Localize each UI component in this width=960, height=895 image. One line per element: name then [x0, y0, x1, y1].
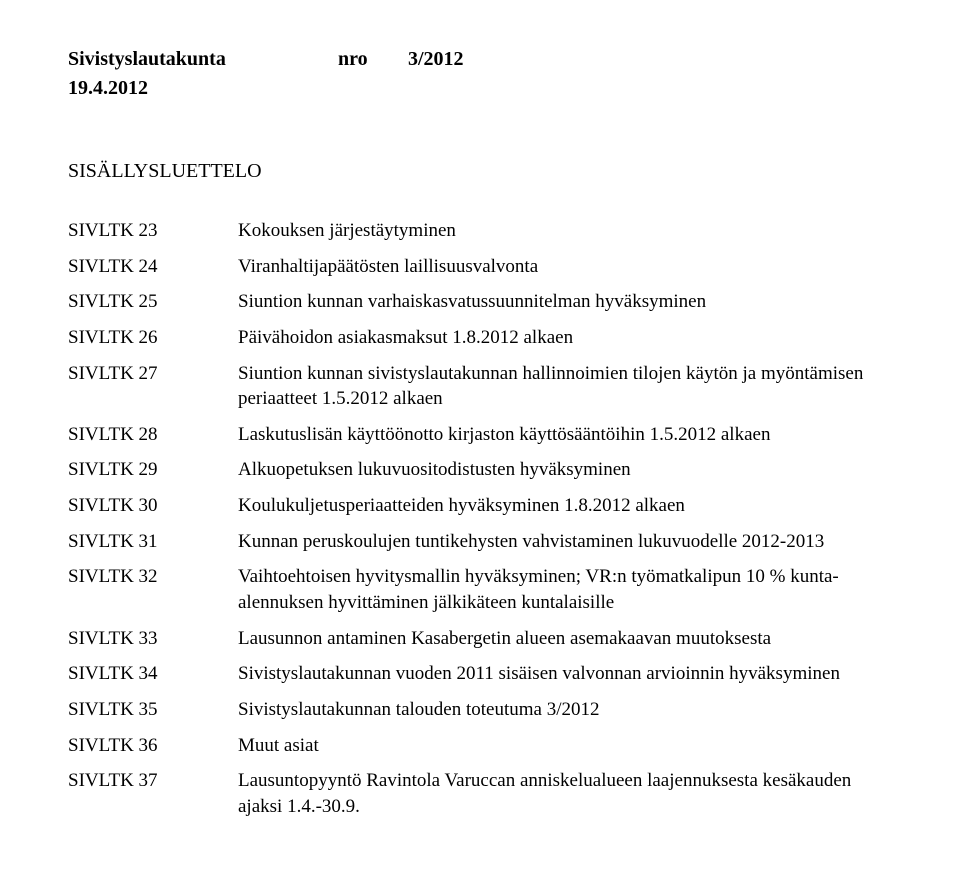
- toc-item-key: SIVLTK 29: [68, 452, 238, 488]
- toc-item-key: SIVLTK 23: [68, 213, 238, 249]
- toc-row: SIVLTK 27Siuntion kunnan sivistyslautaku…: [68, 356, 892, 417]
- toc-item-text: Siuntion kunnan varhaiskasvatussuunnitel…: [238, 284, 892, 320]
- toc-row: SIVLTK 28Laskutuslisän käyttöönotto kirj…: [68, 417, 892, 453]
- toc-row: SIVLTK 31Kunnan peruskoulujen tuntikehys…: [68, 524, 892, 560]
- toc-item-key: SIVLTK 26: [68, 320, 238, 356]
- toc-row: SIVLTK 34Sivistyslautakunnan vuoden 2011…: [68, 656, 892, 692]
- toc-item-key: SIVLTK 25: [68, 284, 238, 320]
- toc-row: SIVLTK 29Alkuopetuksen lukuvuositodistus…: [68, 452, 892, 488]
- toc-row: SIVLTK 33Lausunnon antaminen Kasabergeti…: [68, 621, 892, 657]
- toc-item-text: Laskutuslisän käyttöönotto kirjaston käy…: [238, 417, 892, 453]
- toc-item-key: SIVLTK 27: [68, 356, 238, 417]
- toc-title: SISÄLLYSLUETTELO: [68, 160, 892, 183]
- toc-row: SIVLTK 35Sivistyslautakunnan talouden to…: [68, 692, 892, 728]
- toc-item-text: Muut asiat: [238, 728, 892, 764]
- committee-name: Sivistyslautakunta: [68, 48, 338, 71]
- toc-item-text: Koulukuljetusperiaatteiden hyväksyminen …: [238, 488, 892, 524]
- toc-item-text: Lausuntopyyntö Ravintola Varuccan annisk…: [238, 763, 892, 824]
- toc-item-text: Sivistyslautakunnan talouden toteutuma 3…: [238, 692, 892, 728]
- document-header: Sivistyslautakunta nro 3/2012: [68, 48, 892, 71]
- toc-item-key: SIVLTK 24: [68, 249, 238, 285]
- toc-row: SIVLTK 32Vaihtoehtoisen hyvitysmallin hy…: [68, 559, 892, 620]
- toc-item-key: SIVLTK 33: [68, 621, 238, 657]
- nro-value: 3/2012: [408, 48, 464, 71]
- toc-item-key: SIVLTK 37: [68, 763, 238, 824]
- toc-item-text: Viranhaltijapäätösten laillisuusvalvonta: [238, 249, 892, 285]
- toc-row: SIVLTK 37Lausuntopyyntö Ravintola Varucc…: [68, 763, 892, 824]
- toc-table: SIVLTK 23Kokouksen järjestäytyminenSIVLT…: [68, 213, 892, 825]
- toc-row: SIVLTK 24Viranhaltijapäätösten laillisuu…: [68, 249, 892, 285]
- toc-row: SIVLTK 36Muut asiat: [68, 728, 892, 764]
- document-date: 19.4.2012: [68, 77, 892, 100]
- toc-item-text: Alkuopetuksen lukuvuositodistusten hyväk…: [238, 452, 892, 488]
- toc-item-key: SIVLTK 30: [68, 488, 238, 524]
- toc-item-text: Vaihtoehtoisen hyvitysmallin hyväksymine…: [238, 559, 892, 620]
- toc-item-text: Lausunnon antaminen Kasabergetin alueen …: [238, 621, 892, 657]
- toc-item-key: SIVLTK 34: [68, 656, 238, 692]
- toc-item-key: SIVLTK 28: [68, 417, 238, 453]
- toc-row: SIVLTK 30Koulukuljetusperiaatteiden hyvä…: [68, 488, 892, 524]
- toc-item-key: SIVLTK 32: [68, 559, 238, 620]
- toc-item-key: SIVLTK 36: [68, 728, 238, 764]
- toc-item-text: Sivistyslautakunnan vuoden 2011 sisäisen…: [238, 656, 892, 692]
- toc-item-text: Kokouksen järjestäytyminen: [238, 213, 892, 249]
- toc-item-text: Siuntion kunnan sivistyslautakunnan hall…: [238, 356, 892, 417]
- toc-item-key: SIVLTK 35: [68, 692, 238, 728]
- toc-row: SIVLTK 23Kokouksen järjestäytyminen: [68, 213, 892, 249]
- toc-row: SIVLTK 25Siuntion kunnan varhaiskasvatus…: [68, 284, 892, 320]
- toc-item-text: Kunnan peruskoulujen tuntikehysten vahvi…: [238, 524, 892, 560]
- toc-row: SIVLTK 26Päivähoidon asiakasmaksut 1.8.2…: [68, 320, 892, 356]
- toc-item-text: Päivähoidon asiakasmaksut 1.8.2012 alkae…: [238, 320, 892, 356]
- toc-item-key: SIVLTK 31: [68, 524, 238, 560]
- nro-label: nro: [338, 48, 408, 71]
